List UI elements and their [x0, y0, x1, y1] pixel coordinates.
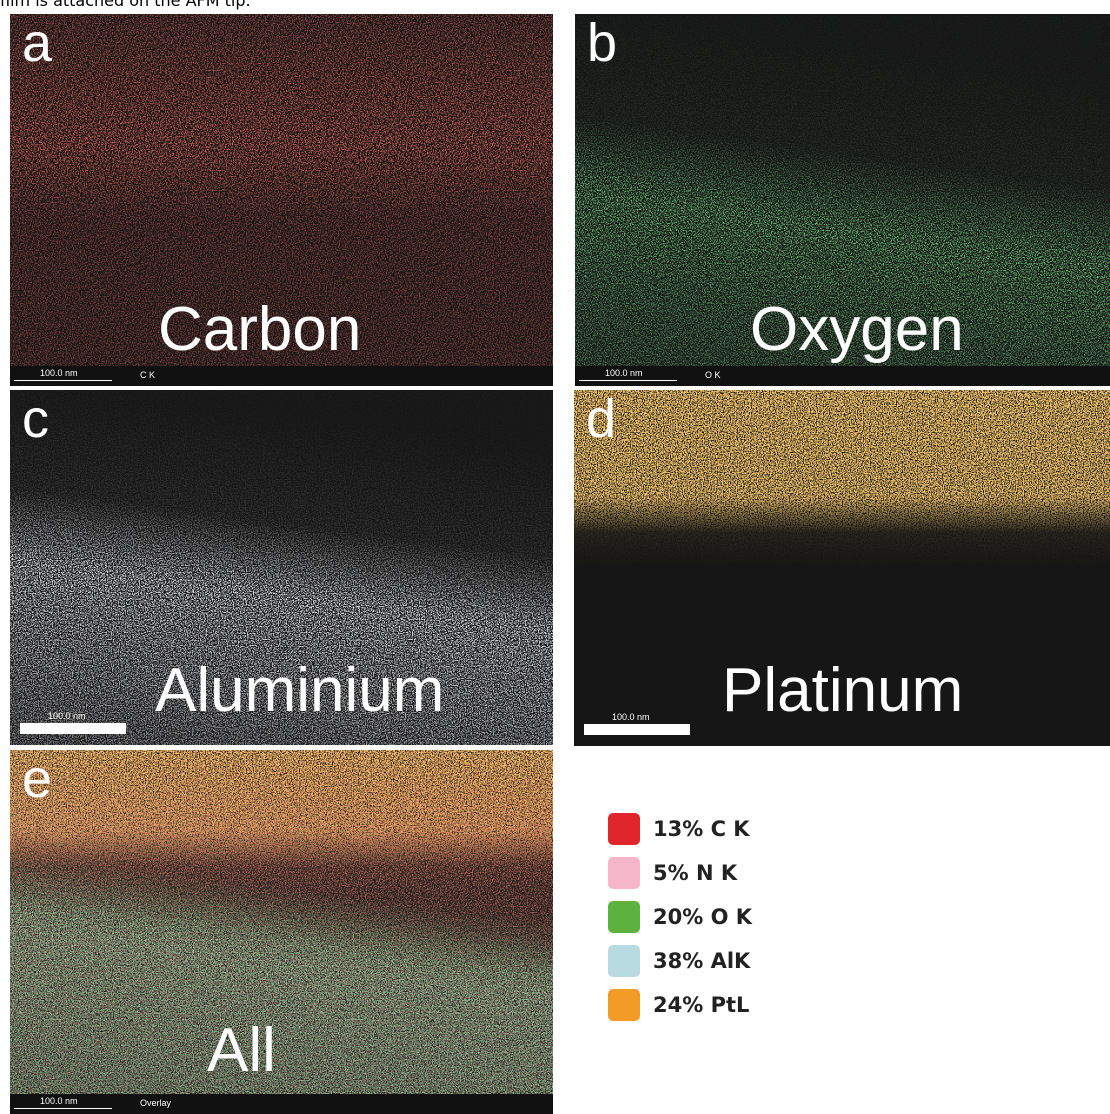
info-strip: 100.0 nm Overlay: [10, 1094, 553, 1114]
legend-text: 13% C K: [653, 817, 750, 841]
scale-bar-text: 100.0 nm: [40, 368, 78, 378]
legend-item: 24% PtL: [608, 989, 749, 1021]
element-map: [10, 750, 553, 1114]
legend-percent: 13%: [653, 817, 703, 841]
legend-percent: 24%: [653, 993, 703, 1017]
legend-label: N K: [696, 861, 737, 885]
element-label: Carbon: [158, 299, 361, 361]
legend-percent: 20%: [653, 905, 703, 929]
info-strip: 100.0 nm O K: [575, 366, 1110, 386]
scale-bar: [579, 380, 677, 381]
legend-percent: 5%: [653, 861, 689, 885]
channel-text: C K: [140, 370, 155, 380]
scale-bar-text: 100.0 nm: [48, 711, 86, 721]
legend-item: 13% C K: [608, 813, 750, 845]
legend-item: 5% N K: [608, 857, 737, 889]
scale-bar-text: 100.0 nm: [612, 712, 650, 722]
legend-text: 5% N K: [653, 861, 737, 885]
panel-letter: c: [22, 392, 49, 446]
element-label: Platinum: [722, 660, 963, 722]
scale-bar: [584, 724, 690, 735]
legend-label: C K: [711, 817, 750, 841]
info-strip: 100.0 nm C K: [10, 366, 553, 386]
legend-item: 20% O K: [608, 901, 752, 933]
legend-item: 38% AlK: [608, 945, 750, 977]
legend-label: PtL: [711, 993, 750, 1017]
channel-text: O K: [705, 370, 721, 380]
scale-bar-text: 100.0 nm: [40, 1096, 78, 1106]
legend-swatch: [608, 989, 640, 1021]
legend-label: O K: [711, 905, 752, 929]
scale-bar: [20, 723, 126, 734]
panel-letter: d: [586, 392, 616, 446]
legend-text: 20% O K: [653, 905, 752, 929]
scale-bar: [14, 380, 112, 381]
scale-bar: [14, 1108, 112, 1109]
legend-swatch: [608, 857, 640, 889]
legend-percent: 38%: [653, 949, 703, 973]
panel: a Carbon 100.0 nm C K: [10, 14, 553, 386]
panel-letter: a: [22, 16, 52, 70]
page: film is attached on the AFM tip. (() => …: [0, 0, 1110, 1114]
legend-label: AlK: [711, 949, 751, 973]
scale-bar-text: 100.0 nm: [605, 368, 643, 378]
panel-letter: e: [22, 752, 52, 806]
panel: c Aluminium 100.0 nm: [10, 390, 553, 745]
legend-swatch: [608, 901, 640, 933]
legend-text: 24% PtL: [653, 993, 749, 1017]
element-label: Oxygen: [750, 299, 964, 361]
panel: d Platinum 100.0 nm: [574, 390, 1110, 746]
panel: b Oxygen 100.0 nm O K: [575, 14, 1110, 386]
panel-letter: b: [587, 16, 617, 70]
element-label: Aluminium: [155, 660, 444, 722]
legend-text: 38% AlK: [653, 949, 750, 973]
channel-text: Overlay: [140, 1098, 171, 1108]
panel: e All 100.0 nm Overlay: [10, 750, 553, 1114]
legend-swatch: [608, 945, 640, 977]
element-label: All: [207, 1020, 276, 1082]
caption: film is attached on the AFM tip.: [0, 0, 251, 10]
legend-swatch: [608, 813, 640, 845]
